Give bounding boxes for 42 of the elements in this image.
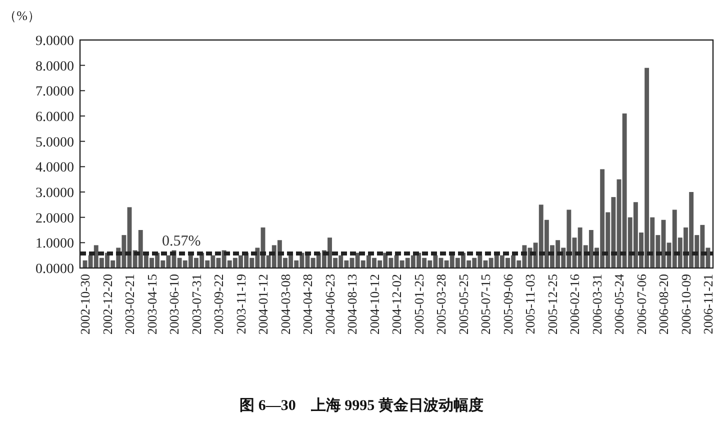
y-tick-label: 4.0000	[36, 160, 74, 176]
x-tick-label: 2004-04-28	[300, 274, 316, 335]
x-tick-label: 2002-10-30	[78, 274, 93, 335]
y-tick-label: 6.0000	[36, 110, 74, 125]
y-axis-title: （%）	[4, 8, 40, 23]
x-tick-label: 2006-03-31	[589, 274, 604, 335]
x-tick-label: 2004-10-12	[366, 274, 382, 335]
x-tick-label: 2002-12-20	[100, 274, 115, 335]
y-tick-label: 2.0000	[36, 211, 74, 226]
x-tick-label: 2004-03-08	[278, 274, 293, 335]
y-tick-label: 0.0000	[36, 262, 74, 277]
x-tick-label: 2005-11-03	[522, 274, 538, 334]
x-tick-label: 2006-10-09	[678, 274, 694, 335]
x-tick-label: 2004-08-13	[344, 274, 360, 335]
x-tick-label: 2004-06-23	[322, 274, 338, 335]
x-tick-label: 2004-01-12	[256, 274, 271, 335]
y-tick-label: 1.0000	[36, 236, 74, 252]
ref-line-label: 0.57%	[162, 234, 201, 250]
x-tick-label: 2005-07-15	[478, 274, 494, 335]
x-tick-label: 2005-03-28	[434, 274, 449, 335]
x-tick-label: 2005-12-25	[544, 274, 560, 335]
x-tick-label: 2006-07-06	[634, 274, 649, 335]
x-tick-label: 2005-01-25	[411, 274, 426, 335]
y-tick-label: 5.0000	[36, 135, 74, 150]
y-tick-label: 7.0000	[36, 84, 74, 100]
x-tick-label: 2006-11-21	[700, 274, 716, 334]
x-tick-label: 2003-06-10	[166, 274, 182, 335]
x-tick-label: 2006-05-24	[612, 274, 627, 335]
x-tick-label: 2004-12-02	[389, 274, 404, 335]
x-tick-label: 2006-08-20	[656, 274, 672, 335]
text: 图 6—30 上海 9995 黄金日波动幅度	[240, 396, 484, 414]
y-tick-label: 9.0000	[36, 34, 74, 49]
x-tick-label: 2003-07-31	[188, 274, 204, 335]
x-tick-label: 2003-04-15	[144, 274, 160, 335]
x-tick-label: 2003-09-22	[211, 274, 226, 335]
x-tick-label: 2006-02-16	[567, 274, 582, 335]
x-tick-label: 2003-11-19	[233, 274, 248, 334]
x-tick-label: 2005-05-25	[456, 274, 471, 335]
y-tick-label: 8.0000	[36, 59, 74, 74]
y-tick-label: 3.0000	[36, 186, 74, 201]
x-tick-label: 2003-02-21	[122, 274, 138, 335]
x-tick-label: 2005-09-06	[500, 274, 516, 335]
